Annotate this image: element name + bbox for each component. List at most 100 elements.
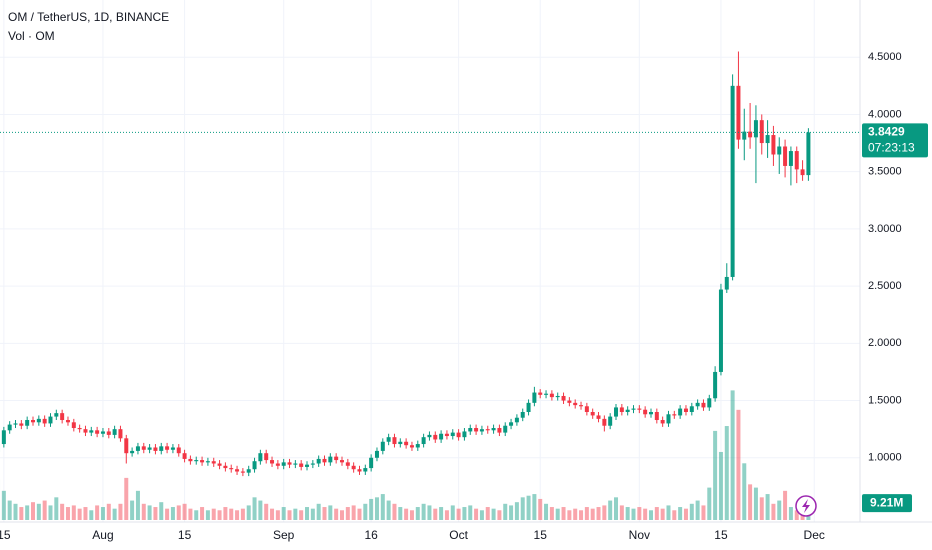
volume-bar [759,497,764,520]
candle-body [713,371,718,399]
volume-bar [328,505,333,520]
volume-bar [380,494,385,520]
candle-body [701,402,706,408]
candle-body [147,447,152,450]
volume-bar [695,500,700,520]
volume-bar [561,507,566,520]
y-tick-label: 3.5000 [868,166,902,178]
x-tick-label: 16 [364,528,378,542]
candle-body [427,434,432,438]
volume-bar [264,503,269,520]
volume-bar [579,510,584,520]
volume-bar [753,487,758,520]
volume-bar [619,505,624,520]
volume-bar [433,508,438,520]
volume-bar [509,505,514,520]
candle-body [695,402,700,407]
volume-bar [479,510,484,520]
candle-body [205,461,210,463]
volume-bar [310,508,315,520]
volume-bar [270,508,275,520]
volume-bar [427,505,432,520]
candle-body [223,465,228,469]
candle-body [625,409,630,412]
volume-bar [713,430,718,520]
candle-body [561,395,566,401]
candle-body [788,151,793,166]
candle-body [765,135,770,144]
candle-body [316,458,321,464]
candle-body [299,463,304,467]
candle-body [374,450,379,458]
candle-body [170,447,175,450]
volume-bar [672,510,677,520]
volume-bar [678,507,683,520]
y-tick-label: 1.5000 [868,394,902,406]
candle-body [544,393,549,395]
candle-body [514,417,519,423]
volume-bar [188,508,193,520]
volume-bar [334,508,339,520]
candle-body [380,441,385,451]
volume-bar [95,505,100,520]
candle-body [485,429,490,431]
candle-body [71,422,76,429]
candle-body [310,463,315,465]
candle-body [83,429,88,433]
candle-body [742,131,747,140]
candle-body [235,469,240,472]
volume-bar [100,507,105,520]
volume-bar [485,507,490,520]
alert-icon[interactable] [795,495,817,517]
volume-bar [339,510,344,520]
volume-bar [176,505,181,520]
x-tick-label: Oct [449,528,468,542]
volume-bar [65,507,70,520]
volume-bar [182,503,187,520]
candle-body [771,135,776,155]
volume-bar [48,505,53,520]
x-tick-label: 15 [534,528,548,542]
candle-body [176,447,181,454]
volume-bar [159,502,164,520]
volume-bar [281,507,286,520]
volume-bar [730,390,735,520]
volume-bar [386,500,391,520]
volume-bar [409,510,414,520]
candle-body [753,120,758,138]
candle-body [89,430,94,433]
volume-bar [602,505,607,520]
volume-bar [223,507,228,520]
candle-body [60,413,65,421]
candle-body [718,289,723,372]
volume-bar [36,503,41,520]
candle-body [211,461,216,464]
volume-bar [1,490,6,520]
candle-body [392,437,397,445]
candle-body [532,392,537,403]
volume-bar [275,510,280,520]
volume-bar [235,510,240,520]
candle-body [182,453,187,459]
candle-body [433,434,438,440]
volume-bar [229,508,234,520]
volume-bar [106,503,111,520]
candle-body [409,445,414,448]
candle-body [100,431,105,434]
candle-body [305,464,310,467]
candle-body [794,151,799,170]
volume-bar [369,498,374,520]
volume-bar [654,507,659,520]
volume-bar [450,505,455,520]
volume-bar [374,497,379,520]
candle-body [217,463,222,466]
candle-body [246,469,251,473]
candle-body [165,446,170,450]
volume-bar [660,508,665,520]
chart-subtitle: Vol · OM [8,29,55,43]
x-tick-label: 15 [178,528,192,542]
candle-body [252,461,257,470]
candle-body [648,412,653,415]
volume-bar [538,498,543,520]
candle-body [275,463,280,466]
